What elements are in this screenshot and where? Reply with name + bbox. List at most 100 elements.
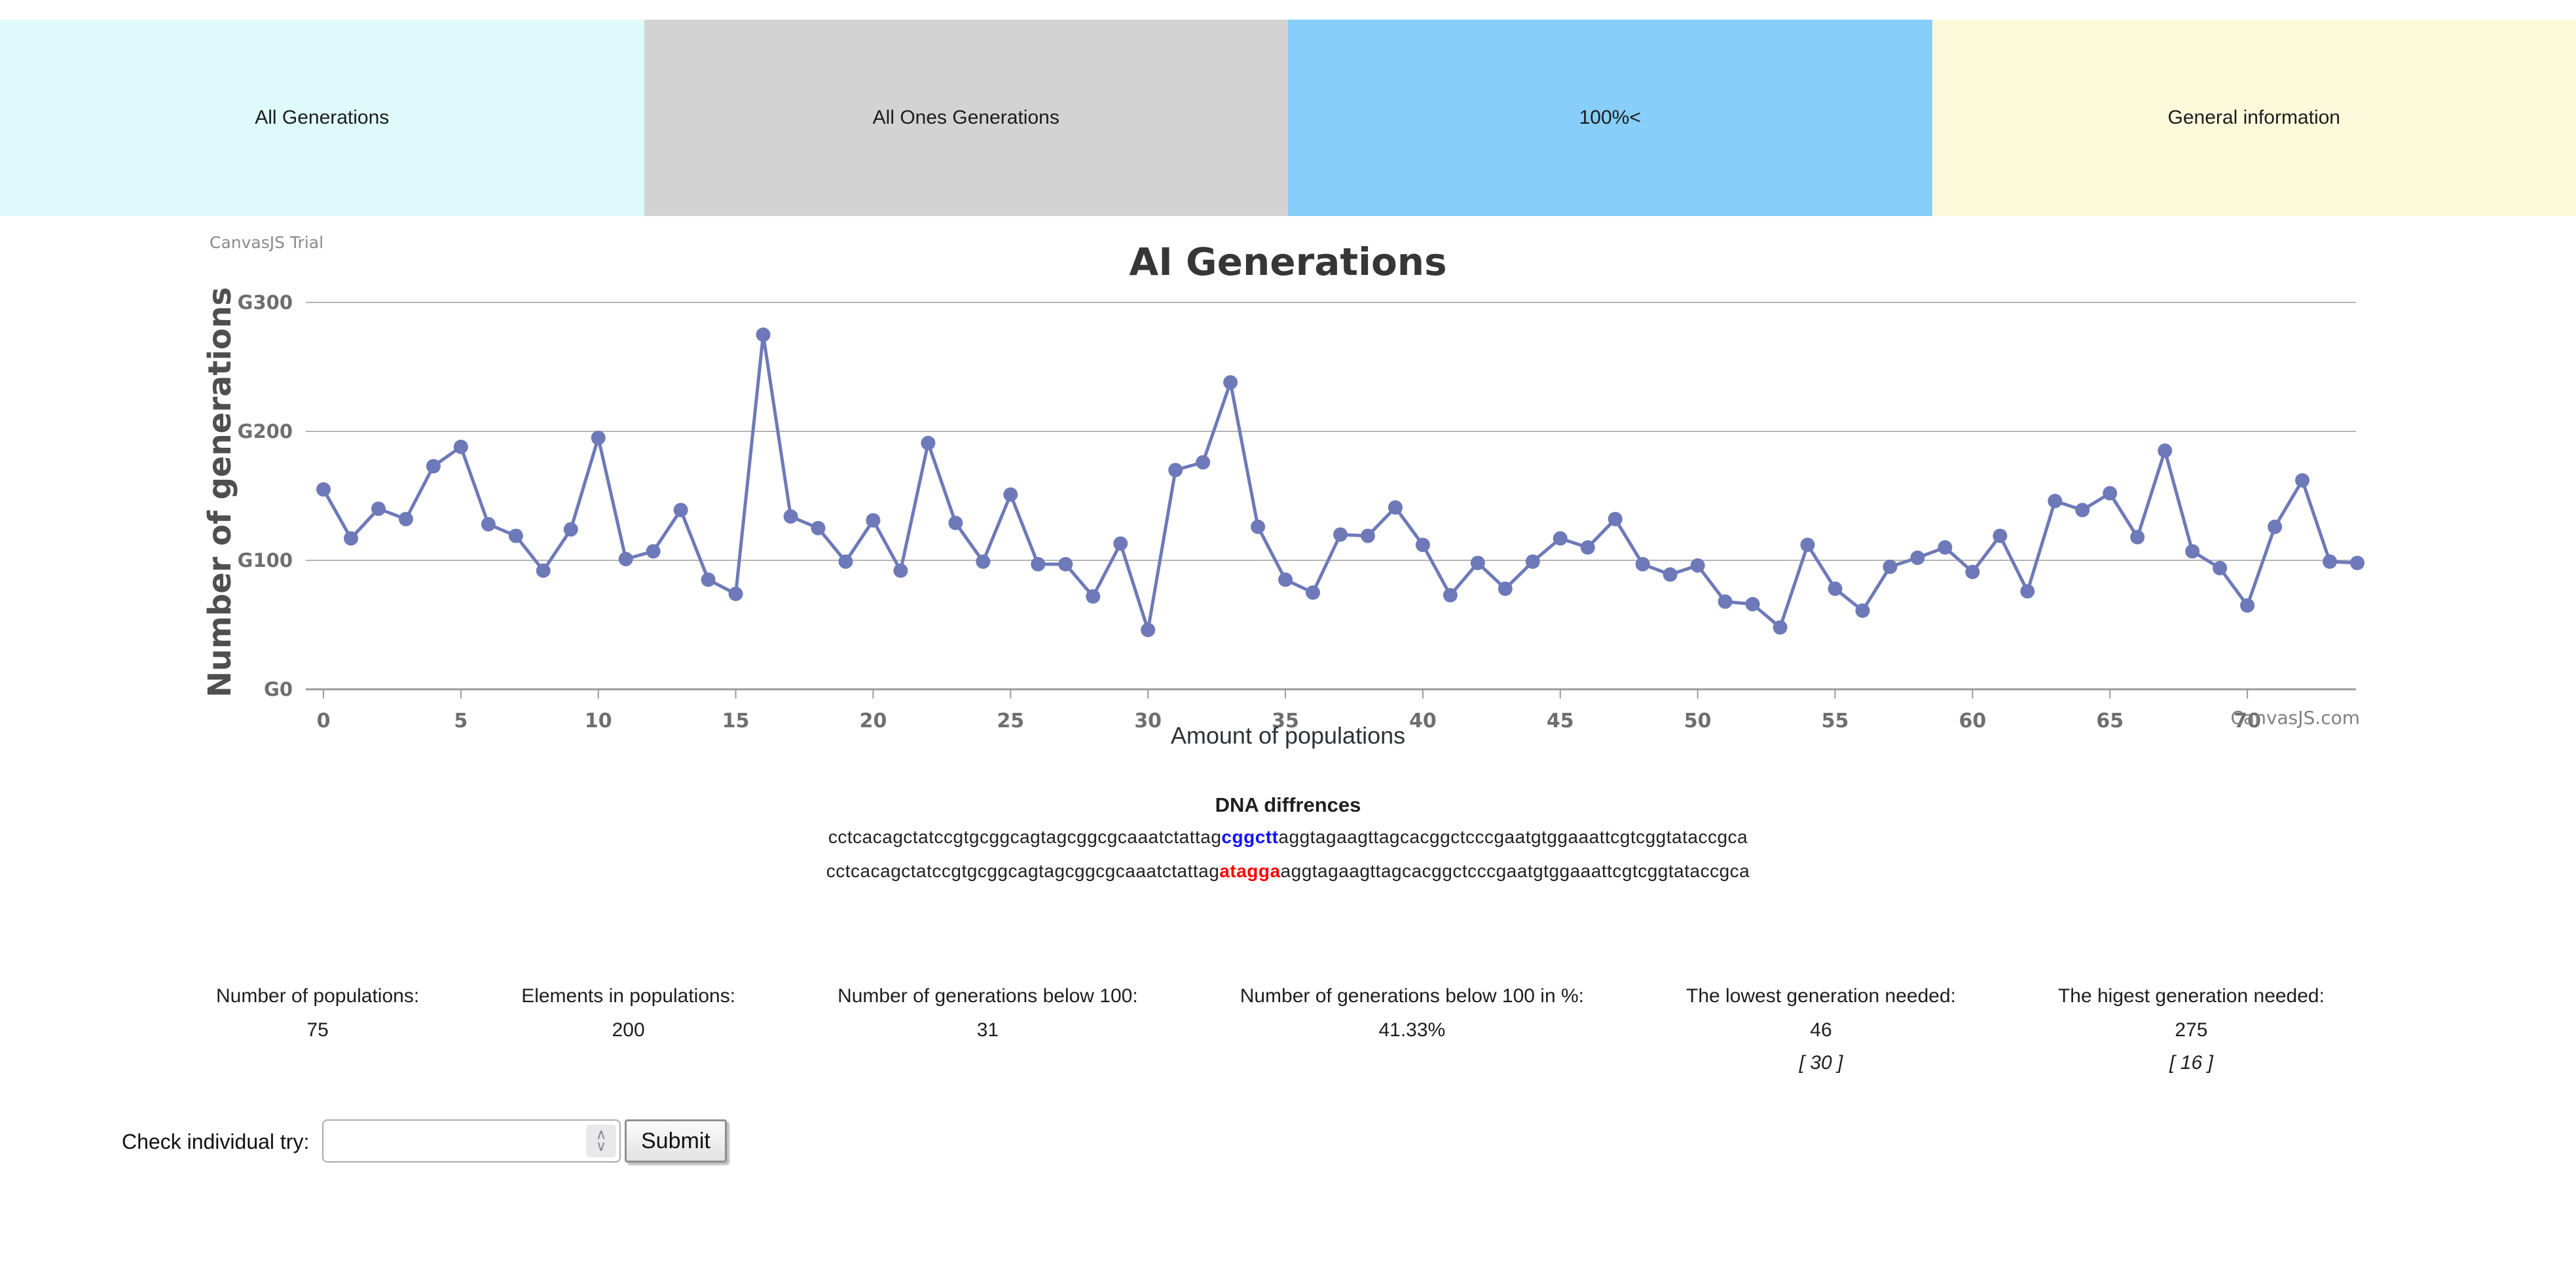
tab-all-generations[interactable]: All Generations xyxy=(0,20,644,216)
x-tick-label: 10 xyxy=(585,710,612,732)
chart-point xyxy=(2213,560,2228,575)
chart-point xyxy=(1773,620,1788,635)
chart-point xyxy=(618,552,633,567)
chart-point xyxy=(1608,511,1623,526)
chart-point xyxy=(1031,556,1046,571)
stat-label: Elements in populations: xyxy=(521,985,736,1007)
chart-point xyxy=(701,572,716,587)
chart-point xyxy=(426,459,441,474)
chart-point xyxy=(1800,537,1815,552)
chart-point xyxy=(838,554,853,569)
chart-title: AI Generations xyxy=(1129,240,1447,284)
tab-bar: All Generations All Ones Generations 100… xyxy=(0,20,2576,216)
chart-line xyxy=(322,333,2358,632)
chart-point xyxy=(371,501,386,516)
chart-point xyxy=(1003,487,1018,502)
x-axis-title: Amount of populations xyxy=(1170,722,1406,749)
chart-point xyxy=(563,522,578,537)
chart-point xyxy=(343,531,358,546)
chevron-down-icon: ∨ xyxy=(595,1138,607,1155)
stat-highest-generation: The higest generation needed: 275 [ 16 ] xyxy=(2058,985,2325,1074)
chart-point xyxy=(2075,503,2090,518)
chart-point xyxy=(2185,544,2200,559)
stat-elements: Elements in populations: 200 xyxy=(521,985,735,1074)
dna-seq2-prefix: cctcacagctatccgtgcggcagtagcggcgcaaatctat… xyxy=(826,861,1220,881)
stat-below-100: Number of generations below 100: 31 xyxy=(837,985,1138,1074)
generations-line-chart: G0 G100 G200 G300 0 5 10 15 20 25 30 35 40 45 50 55 60 65… xyxy=(238,291,2364,732)
select-spinner-icon[interactable]: ∧ ∨ xyxy=(586,1125,616,1157)
stat-value: 275 xyxy=(2175,1019,2208,1041)
chart-point xyxy=(316,482,331,497)
dna-differences-heading: DNA diffrences xyxy=(1215,793,1361,816)
chart-point xyxy=(508,528,523,543)
chart-point xyxy=(453,439,468,454)
chart-point xyxy=(1223,375,1238,390)
stat-label: Number of populations: xyxy=(216,985,420,1007)
chart-point xyxy=(2020,584,2035,599)
stat-value: 31 xyxy=(976,1019,999,1041)
dna-sequence-2: cctcacagctatccgtgcggcagtagcggcgcaaatctat… xyxy=(0,861,2576,882)
try-select[interactable]: ∧ ∨ xyxy=(322,1119,621,1163)
x-tick-label: 70 xyxy=(2234,710,2261,732)
chart-point xyxy=(673,503,688,518)
chart-point xyxy=(1718,594,1733,609)
chart-point xyxy=(976,554,991,569)
canvasjs-trial-watermark: CanvasJS Trial xyxy=(210,233,324,252)
chart-point xyxy=(2323,554,2338,569)
x-tick-label: 50 xyxy=(1684,710,1712,732)
chart-point xyxy=(1828,581,1843,596)
stat-below-100-percent: Number of generations below 100 in %: 41… xyxy=(1240,985,1584,1074)
stat-label: Number of generations below 100: xyxy=(837,985,1138,1007)
tab-100-percent[interactable]: 100%< xyxy=(1288,20,1932,216)
chart-point xyxy=(1690,558,1705,573)
chart-point xyxy=(1855,603,1870,618)
chart-point xyxy=(1306,585,1321,600)
chart-point xyxy=(1635,556,1650,571)
chart-point xyxy=(893,563,908,578)
chart-point xyxy=(1278,572,1293,587)
x-tick-label: 5 xyxy=(454,710,468,732)
chart-point xyxy=(1141,623,1156,638)
tab-all-ones-generations[interactable]: All Ones Generations xyxy=(644,20,1288,216)
chevron-up-icon: ∧ xyxy=(595,1127,607,1143)
chart-point xyxy=(2295,473,2310,488)
x-tick-label: 65 xyxy=(2096,710,2124,732)
chart-point xyxy=(2158,443,2173,458)
dna-sequence-1: cctcacagctatccgtgcggcagtagcggcgcaaatctat… xyxy=(0,827,2576,848)
chart-point xyxy=(1443,588,1458,603)
chart-point xyxy=(2103,486,2118,501)
dna-seq1-diff: cggctt xyxy=(1221,827,1279,847)
stat-label: The lowest generation needed: xyxy=(1686,985,1956,1007)
check-individual-try-label: Check individual try: xyxy=(122,1130,310,1153)
chart-point xyxy=(1745,596,1760,611)
chart-point xyxy=(1168,463,1183,478)
chart-point xyxy=(481,516,496,532)
canvasjs-watermark: CanvasJS.com xyxy=(2230,707,2360,729)
chart-point xyxy=(1388,500,1403,515)
chart-point xyxy=(921,435,936,450)
chart-point xyxy=(783,509,798,524)
chart-point xyxy=(948,515,963,530)
x-tick-label: 0 xyxy=(317,710,331,732)
chart-point xyxy=(1993,528,2008,543)
chart-point xyxy=(1883,559,1898,574)
tab-general-information[interactable]: General information xyxy=(1932,20,2576,216)
stat-bracket-index: [ 16 ] xyxy=(2169,1052,2213,1074)
stats-row: Number of populations: 75 Elements in po… xyxy=(216,985,2325,1074)
x-tick-label: 25 xyxy=(997,710,1024,732)
chart-point xyxy=(1333,527,1348,542)
stat-bracket-index: [ 30 ] xyxy=(1799,1052,1843,1074)
chart-point xyxy=(1910,551,1925,566)
chart-point xyxy=(1938,540,1953,555)
chart-point xyxy=(1470,555,1485,570)
submit-button[interactable]: Submit xyxy=(625,1119,727,1163)
chart-point xyxy=(398,511,413,526)
chart-point xyxy=(866,513,881,528)
x-tick-label: 45 xyxy=(1547,710,1574,732)
dna-seq1-suffix: aggtagaagttagcacggctcccgaatgtggaaattcgtc… xyxy=(1278,827,1748,847)
x-tick-label: 20 xyxy=(860,710,887,732)
x-tick-label: 15 xyxy=(722,710,750,732)
dna-seq2-suffix: aggtagaagttagcacggctcccgaatgtggaaattcgtc… xyxy=(1280,861,1750,881)
stat-populations: Number of populations: 75 xyxy=(216,985,419,1074)
